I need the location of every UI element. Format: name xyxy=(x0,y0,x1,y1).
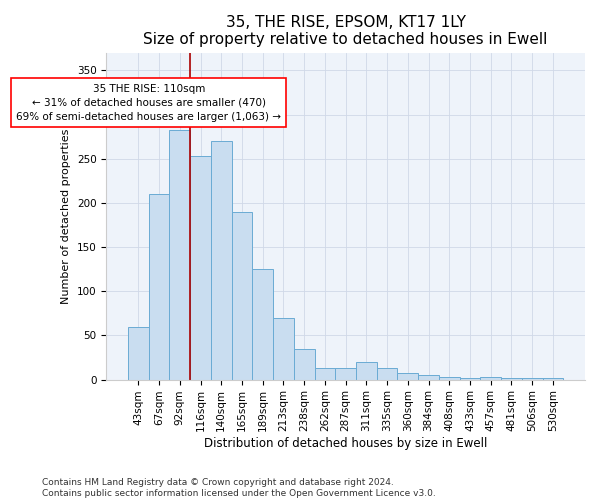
Text: 35 THE RISE: 110sqm
← 31% of detached houses are smaller (470)
69% of semi-detac: 35 THE RISE: 110sqm ← 31% of detached ho… xyxy=(16,84,281,122)
X-axis label: Distribution of detached houses by size in Ewell: Distribution of detached houses by size … xyxy=(204,437,487,450)
Bar xyxy=(273,318,294,380)
Bar xyxy=(522,378,542,380)
Bar xyxy=(314,368,335,380)
Bar xyxy=(460,378,481,380)
Bar xyxy=(149,194,169,380)
Bar xyxy=(253,269,273,380)
Y-axis label: Number of detached properties: Number of detached properties xyxy=(61,128,71,304)
Bar xyxy=(211,141,232,380)
Bar xyxy=(232,212,253,380)
Title: 35, THE RISE, EPSOM, KT17 1LY
Size of property relative to detached houses in Ew: 35, THE RISE, EPSOM, KT17 1LY Size of pr… xyxy=(143,15,548,48)
Bar xyxy=(294,348,314,380)
Bar xyxy=(501,378,522,380)
Bar xyxy=(128,326,149,380)
Bar xyxy=(377,368,397,380)
Bar xyxy=(481,377,501,380)
Bar xyxy=(169,130,190,380)
Text: Contains HM Land Registry data © Crown copyright and database right 2024.
Contai: Contains HM Land Registry data © Crown c… xyxy=(42,478,436,498)
Bar xyxy=(439,377,460,380)
Bar xyxy=(190,156,211,380)
Bar xyxy=(397,374,418,380)
Bar xyxy=(418,375,439,380)
Bar xyxy=(335,368,356,380)
Bar xyxy=(542,378,563,380)
Bar xyxy=(356,362,377,380)
